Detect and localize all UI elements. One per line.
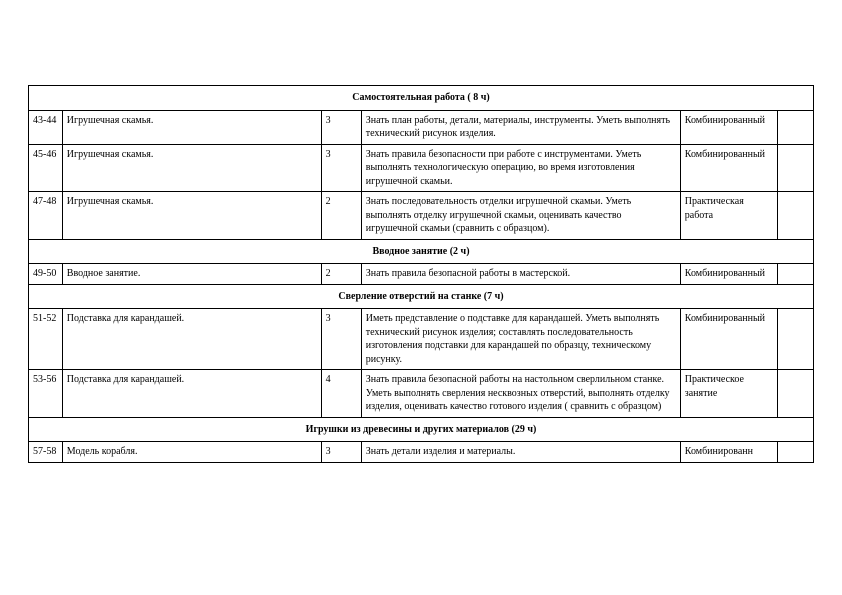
cell-type: Комбинированный: [680, 264, 777, 285]
cell-empty: [777, 144, 813, 192]
cell-hours: 2: [321, 264, 361, 285]
cell-topic: Игрушечная скамья.: [62, 192, 321, 240]
cell-type: Комбинированный: [680, 144, 777, 192]
cell-req: Знать последовательность отделки игрушеч…: [361, 192, 680, 240]
table-row: 49-50 Вводное занятие. 2 Знать правила б…: [29, 264, 814, 285]
cell-topic: Подставка для карандашей.: [62, 370, 321, 418]
cell-type: Комбинированн: [680, 442, 777, 463]
cell-hours: 3: [321, 144, 361, 192]
table-row: 57-58 Модель корабля. 3 Знать детали изд…: [29, 442, 814, 463]
cell-req: Иметь представление о подставке для кара…: [361, 309, 680, 370]
cell-num: 43-44: [29, 110, 63, 144]
cell-req: Знать правила безопасности при работе с …: [361, 144, 680, 192]
table-row: 43-44 Игрушечная скамья. 3 Знать план ра…: [29, 110, 814, 144]
cell-type: Комбинированный: [680, 309, 777, 370]
cell-empty: [777, 110, 813, 144]
cell-hours: 3: [321, 442, 361, 463]
cell-topic: Игрушечная скамья.: [62, 110, 321, 144]
cell-num: 51-52: [29, 309, 63, 370]
cell-topic: Вводное занятие.: [62, 264, 321, 285]
section-header-row: Вводное занятие (2 ч): [29, 239, 814, 264]
cell-num: 47-48: [29, 192, 63, 240]
section-header-row: Игрушки из древесины и других материалов…: [29, 417, 814, 442]
section-title: Сверление отверстий на станке (7 ч): [29, 284, 814, 309]
section-title: Игрушки из древесины и других материалов…: [29, 417, 814, 442]
cell-req: Знать план работы, детали, материалы, ин…: [361, 110, 680, 144]
table-row: 45-46 Игрушечная скамья. 3 Знать правила…: [29, 144, 814, 192]
section-title: Вводное занятие (2 ч): [29, 239, 814, 264]
cell-hours: 3: [321, 110, 361, 144]
cell-req: Знать детали изделия и материалы.: [361, 442, 680, 463]
cell-req: Знать правила безопасной работы в мастер…: [361, 264, 680, 285]
cell-empty: [777, 264, 813, 285]
cell-num: 57-58: [29, 442, 63, 463]
cell-topic: Игрушечная скамья.: [62, 144, 321, 192]
cell-empty: [777, 442, 813, 463]
cell-num: 49-50: [29, 264, 63, 285]
cell-type: Комбинированный: [680, 110, 777, 144]
cell-num: 45-46: [29, 144, 63, 192]
section-title: Самостоятельная работа ( 8 ч): [29, 86, 814, 111]
document-page: Самостоятельная работа ( 8 ч) 43-44 Игру…: [0, 0, 842, 463]
cell-topic: Подставка для карандашей.: [62, 309, 321, 370]
cell-num: 53-56: [29, 370, 63, 418]
cell-type: Практическая работа: [680, 192, 777, 240]
cell-type: Практическое занятие: [680, 370, 777, 418]
table-row: 47-48 Игрушечная скамья. 2 Знать последо…: [29, 192, 814, 240]
cell-hours: 3: [321, 309, 361, 370]
section-header-row: Сверление отверстий на станке (7 ч): [29, 284, 814, 309]
cell-hours: 2: [321, 192, 361, 240]
cell-empty: [777, 370, 813, 418]
section-header-row: Самостоятельная работа ( 8 ч): [29, 86, 814, 111]
table-row: 51-52 Подставка для карандашей. 3 Иметь …: [29, 309, 814, 370]
cell-empty: [777, 192, 813, 240]
table-row: 53-56 Подставка для карандашей. 4 Знать …: [29, 370, 814, 418]
cell-empty: [777, 309, 813, 370]
curriculum-table: Самостоятельная работа ( 8 ч) 43-44 Игру…: [28, 85, 814, 463]
cell-req: Знать правила безопасной работы на насто…: [361, 370, 680, 418]
cell-topic: Модель корабля.: [62, 442, 321, 463]
cell-hours: 4: [321, 370, 361, 418]
